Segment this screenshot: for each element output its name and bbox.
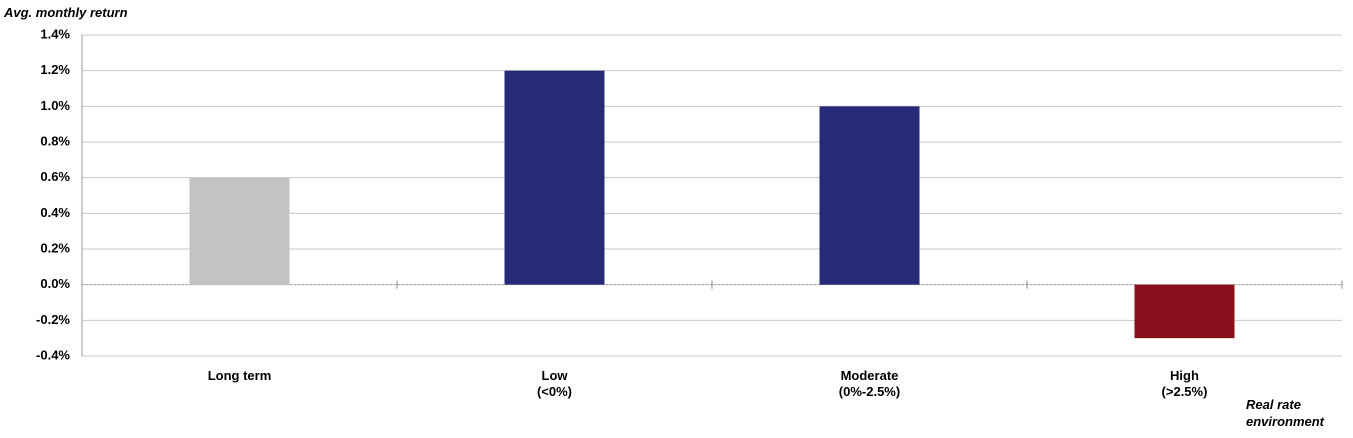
bar [819,106,920,285]
y-tick-label: 1.0% [40,98,70,113]
x-tick-label: Long term [207,368,272,383]
y-tick-label: 0.8% [40,133,70,148]
bar [189,177,290,285]
y-tick-label: 0.4% [40,205,70,220]
y-tick-label: 0.2% [40,240,70,255]
x-tick-label: High (>2.5%) [1161,368,1208,399]
x-axis-label: Real rate environment [1246,397,1325,429]
y-tick-label: -0.2% [36,312,70,327]
y-axis-label: Avg. monthly return [4,5,128,20]
bar [504,70,605,285]
y-tick-label: 1.2% [40,62,70,77]
y-tick-label: 0.6% [40,169,70,184]
y-tick-label: 1.4% [40,26,70,41]
bar [1134,284,1235,339]
y-tick-label: 0.0% [40,276,70,291]
y-tick-label: -0.4% [36,347,70,362]
x-tick-label: Low (<0%) [536,368,573,399]
x-tick-label: Moderate (0%-2.5%) [838,368,901,399]
